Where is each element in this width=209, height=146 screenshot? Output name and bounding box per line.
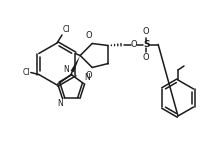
Text: N: N <box>64 65 69 73</box>
Text: Cl: Cl <box>63 25 70 34</box>
Text: S: S <box>143 40 149 49</box>
Text: O: O <box>131 40 138 49</box>
Text: Cl: Cl <box>22 68 30 77</box>
Text: O: O <box>143 53 149 62</box>
Text: N: N <box>57 99 62 108</box>
Text: O: O <box>86 32 93 40</box>
Polygon shape <box>71 55 80 72</box>
Text: O: O <box>143 27 149 35</box>
Text: O: O <box>86 71 93 80</box>
Text: N: N <box>85 73 90 82</box>
